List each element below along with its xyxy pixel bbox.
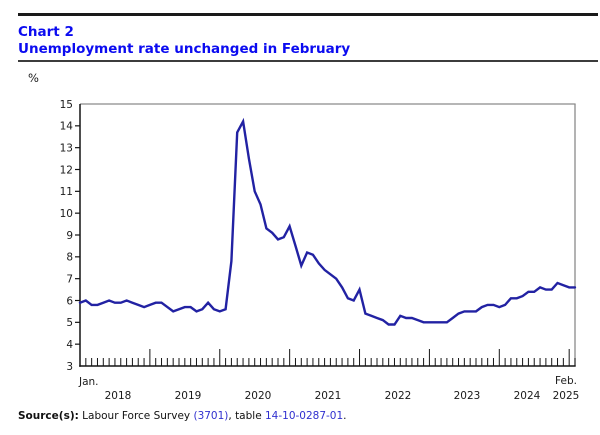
x-last-month-label: Feb. [555,375,577,387]
source-label: Source(s): [18,410,79,422]
y-tick-label: 7 [66,273,73,285]
source-note: Source(s): Labour Force Survey (3701), t… [18,410,347,422]
y-tick-label: 10 [60,208,73,220]
x-first-month-label: Jan. [78,376,99,388]
y-tick-label: 5 [66,317,73,329]
source-table-link[interactable]: 14-10-0287-01 [265,410,344,422]
header-rule-bottom [18,60,598,62]
y-tick-label: 4 [66,339,73,351]
unemployment-rate-line [78,117,577,326]
source-table-text: , table [228,410,265,422]
chart-number: Chart 2 [18,24,74,40]
x-year-label: 2023 [454,390,481,402]
y-axis-unit-label: % [28,71,39,85]
y-tick-label: 15 [60,99,73,111]
y-tick-label: 14 [60,121,74,133]
y-tick-label: 12 [60,164,73,176]
y-tick-label: 13 [60,142,73,154]
header-rule-top [18,13,598,16]
x-year-label: 2025 [553,390,580,402]
chart-title-block: Chart 2 Unemployment rate unchanged in F… [18,24,350,58]
x-year-label: 2018 [105,390,132,402]
x-year-label: 2022 [385,390,412,402]
x-year-label: 2021 [315,390,342,402]
y-tick-label: 9 [66,230,73,242]
source-survey-text: Labour Force Survey [78,410,194,422]
x-year-label: 2024 [514,390,541,402]
y-tick-label: 6 [66,295,73,307]
y-tick-label: 11 [60,186,73,198]
x-year-label: 2019 [175,390,202,402]
y-tick-label: 3 [66,361,73,373]
x-year-label: 2020 [245,390,272,402]
source-survey-link[interactable]: (3701) [193,410,229,422]
source-period: . [343,410,347,422]
y-tick-label: 8 [66,252,73,264]
chart-title: Unemployment rate unchanged in February [18,41,351,57]
